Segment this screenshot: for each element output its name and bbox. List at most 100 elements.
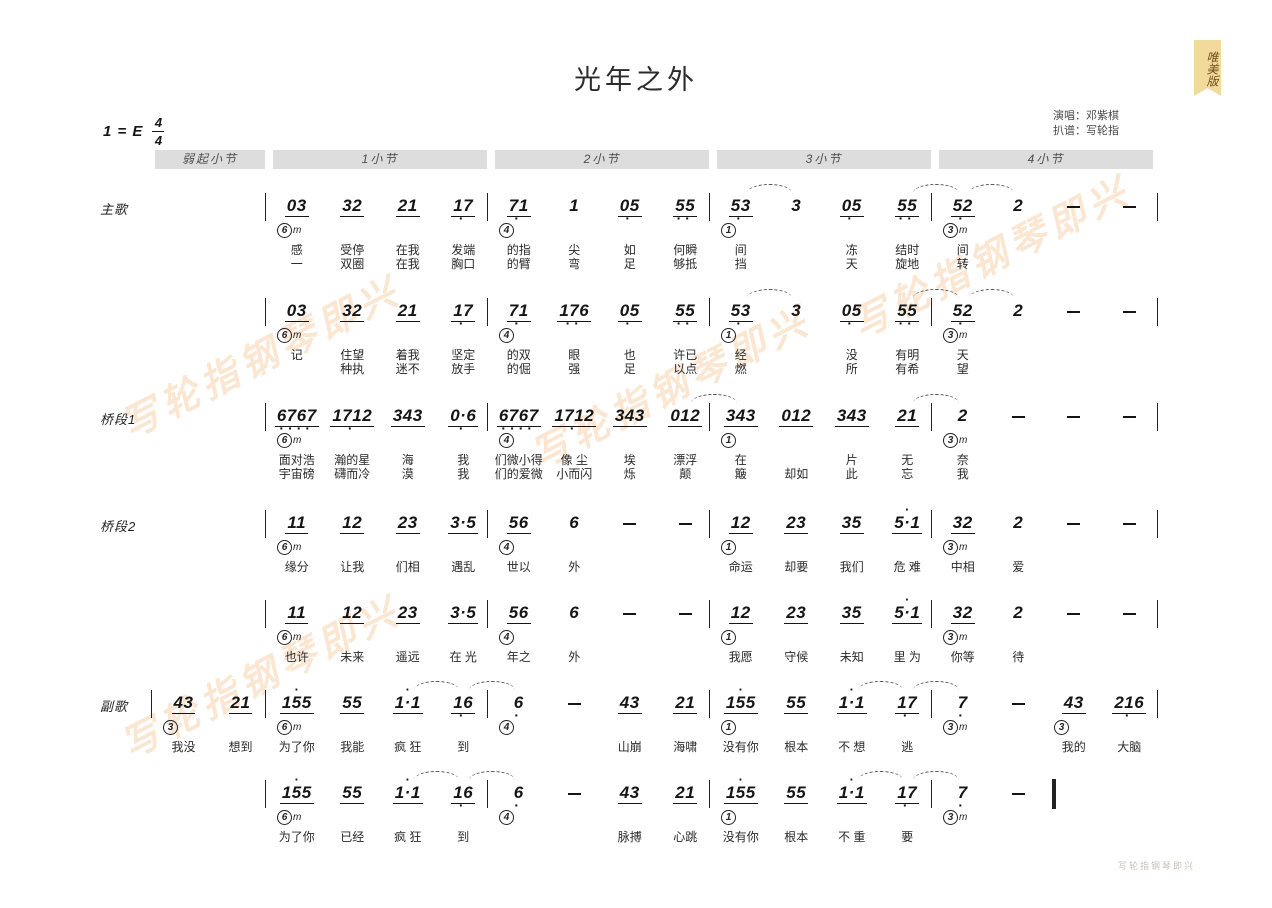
chord-label	[992, 433, 1046, 447]
note-cell: 56 4	[492, 506, 546, 555]
octave-dot-low	[881, 623, 935, 630]
note-text: 03	[284, 301, 309, 322]
note-number	[1103, 406, 1157, 426]
note-number: 43	[156, 693, 211, 714]
chord-quality: m	[293, 812, 302, 823]
note-dash	[678, 612, 692, 615]
lyric-cell: 望	[956, 362, 969, 376]
note-text: 23	[395, 513, 420, 534]
lyric-cell: 冻	[845, 243, 858, 257]
chord-degree: 3	[943, 810, 958, 825]
note-cell: 43	[603, 686, 657, 734]
octave-dot-low	[1103, 533, 1157, 540]
chord-degree: 1	[721, 223, 736, 238]
barline-end	[1052, 779, 1056, 809]
octave-dot-low	[1047, 321, 1101, 328]
octave-dot-high	[156, 686, 211, 693]
note-text: 32	[950, 603, 975, 624]
note-dash	[623, 612, 637, 615]
barline	[487, 298, 489, 326]
octave-dot-high	[437, 189, 491, 196]
note-dash	[623, 522, 637, 525]
note-cell	[1047, 399, 1101, 447]
octave-dot-high	[936, 686, 990, 693]
octave-dot-high	[270, 399, 324, 406]
chord-label: 1	[714, 720, 768, 735]
octave-dot-high	[936, 596, 990, 603]
note-cell: 21	[213, 686, 268, 734]
octave-dot-high	[770, 399, 824, 406]
chord-degree: 1	[721, 720, 736, 735]
note-number: 23	[770, 603, 824, 624]
chord-label	[381, 433, 435, 447]
octave-dot-high	[714, 294, 768, 301]
note-number: 176	[548, 301, 602, 322]
octave-dot-low	[770, 216, 824, 223]
tie-arc	[746, 289, 793, 298]
note-number	[992, 406, 1046, 426]
note-number: 155	[270, 783, 324, 804]
note-text: 05	[617, 196, 642, 217]
octave-dot-high: ·	[905, 592, 910, 607]
note-text: 71	[506, 196, 531, 217]
barline	[151, 690, 153, 718]
lyric-cell: 间	[734, 243, 747, 257]
chord-label	[603, 810, 657, 824]
note-cell	[1047, 596, 1101, 644]
note-text: 53	[728, 301, 753, 322]
octave-dot-high	[381, 294, 435, 301]
note-number: 11	[270, 603, 324, 624]
tie-arc	[469, 681, 515, 690]
octave-dot-low: ··	[898, 210, 916, 226]
octave-dot-low	[437, 623, 491, 630]
note-cell: 32	[326, 294, 380, 342]
octave-dot-low	[603, 803, 657, 810]
note-text: 343	[723, 406, 758, 427]
note-cell: 23	[770, 506, 824, 554]
lyric-cell: 旋地	[895, 257, 920, 271]
lyric-cell: 放手	[451, 362, 476, 376]
chord-label	[992, 540, 1046, 554]
note-cell: 3	[770, 189, 824, 237]
note-number: 17	[881, 783, 935, 804]
note-text: 43	[1061, 693, 1086, 714]
lyric-cell: 到	[457, 830, 470, 844]
note-cell: 53 · 1	[714, 189, 768, 238]
chord-label	[437, 540, 491, 554]
chord-label	[825, 433, 879, 447]
octave-dot-high	[326, 596, 380, 603]
note-cell: 71 · 4	[492, 294, 546, 343]
octave-dot-low	[770, 623, 824, 630]
chord-degree: 6	[277, 223, 292, 238]
note-dash	[1122, 310, 1136, 313]
note-cell: 56 4	[492, 596, 546, 645]
octave-dot-high	[714, 506, 768, 513]
note-text: 155	[723, 693, 758, 714]
note-cell: 43 3	[1047, 686, 1101, 735]
barline	[709, 510, 711, 538]
octave-dot-high	[659, 596, 713, 603]
note-number: 216	[1103, 693, 1157, 714]
octave-dot-high	[492, 294, 546, 301]
octave-dot-low	[714, 533, 768, 540]
chord-degree: 3	[943, 630, 958, 645]
chord-label	[770, 810, 824, 824]
octave-dot-low	[1047, 216, 1101, 223]
note-number: 05	[825, 196, 879, 217]
note-text: 2	[1013, 603, 1024, 622]
lyric-cell: 也许	[284, 650, 309, 664]
note-number: 21	[659, 783, 713, 804]
lyric-cell: 不 想	[838, 740, 866, 754]
lyric-cell: 大脑	[1117, 740, 1142, 754]
note-number: 05	[603, 196, 657, 217]
note-number	[1047, 603, 1101, 623]
note-cell: 216 ·	[1103, 686, 1157, 734]
chord-label: 1	[714, 223, 768, 238]
lyric-cell: 漠	[401, 467, 414, 481]
chord-label	[881, 540, 935, 554]
lyric-cell: 坚定	[451, 348, 476, 362]
note-number: 55	[659, 301, 713, 322]
chord-label: 1	[714, 328, 768, 343]
barline	[931, 193, 933, 221]
